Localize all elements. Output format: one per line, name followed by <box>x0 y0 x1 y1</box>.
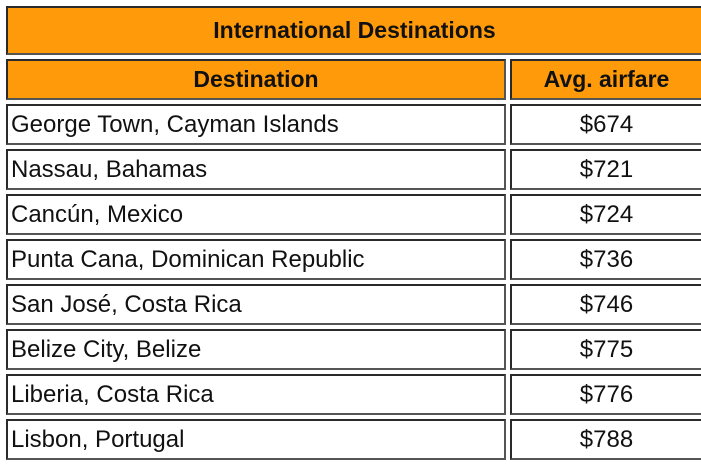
table-row: Belize City, Belize $775 <box>6 329 701 370</box>
table-row: Punta Cana, Dominican Republic $736 <box>6 239 701 280</box>
destination-cell: Cancún, Mexico <box>6 194 506 235</box>
table-row: San José, Costa Rica $746 <box>6 284 701 325</box>
header-row: Destination Avg. airfare <box>6 59 701 100</box>
airfare-cell: $736 <box>510 239 701 280</box>
airfare-cell: $724 <box>510 194 701 235</box>
airfare-cell: $721 <box>510 149 701 190</box>
airfare-cell: $775 <box>510 329 701 370</box>
airfare-cell: $776 <box>510 374 701 415</box>
destination-cell: Liberia, Costa Rica <box>6 374 506 415</box>
table-row: Liberia, Costa Rica $776 <box>6 374 701 415</box>
airfare-cell: $788 <box>510 419 701 460</box>
destination-cell: Belize City, Belize <box>6 329 506 370</box>
column-header-destination: Destination <box>6 59 506 100</box>
destination-cell: San José, Costa Rica <box>6 284 506 325</box>
table-row: George Town, Cayman Islands $674 <box>6 104 701 145</box>
table-row: Cancún, Mexico $724 <box>6 194 701 235</box>
table-title: International Destinations <box>6 6 701 55</box>
destination-cell: Nassau, Bahamas <box>6 149 506 190</box>
table-row: Lisbon, Portugal $788 <box>6 419 701 460</box>
destination-cell: Punta Cana, Dominican Republic <box>6 239 506 280</box>
destination-cell: George Town, Cayman Islands <box>6 104 506 145</box>
destination-cell: Lisbon, Portugal <box>6 419 506 460</box>
airfare-cell: $674 <box>510 104 701 145</box>
airfare-cell: $746 <box>510 284 701 325</box>
title-row: International Destinations <box>6 6 701 55</box>
table-row: Nassau, Bahamas $721 <box>6 149 701 190</box>
column-header-airfare: Avg. airfare <box>510 59 701 100</box>
